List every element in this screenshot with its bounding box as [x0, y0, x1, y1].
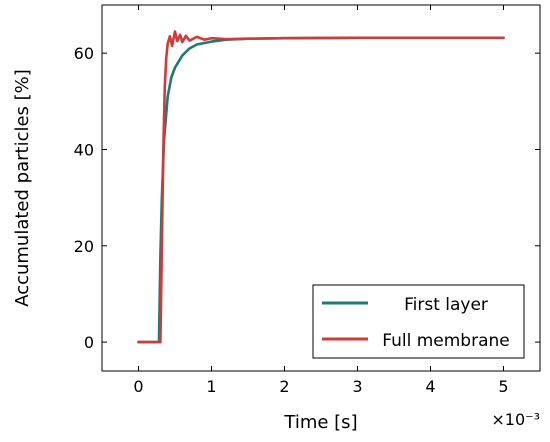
x-tick-label: 2 — [279, 377, 289, 396]
x-tick-label: 0 — [133, 377, 143, 396]
y-tick-label: 40 — [74, 140, 94, 159]
y-tick-label: 60 — [74, 44, 94, 63]
legend-box — [312, 284, 525, 359]
series-line-full-membrane — [137, 30, 505, 344]
x-tick-label: 1 — [206, 377, 216, 396]
x-tick-label: 5 — [498, 377, 508, 396]
x-tick-label: 4 — [425, 377, 435, 396]
legend: First layer Full membrane — [312, 284, 525, 359]
plot-area-frame — [101, 4, 541, 372]
legend-label-first-layer: First layer — [404, 295, 488, 315]
y-tick-label: 20 — [74, 237, 94, 256]
y-tick-label: 0 — [84, 333, 94, 352]
x-axis-scale-label: ×10⁻³ — [491, 410, 540, 429]
x-axis-label: Time [s] — [283, 412, 357, 433]
legend-label-full-membrane: Full membrane — [382, 331, 509, 351]
x-tick-label: 3 — [352, 377, 362, 396]
y-axis-label: Accumulated particles [%] — [12, 69, 33, 307]
